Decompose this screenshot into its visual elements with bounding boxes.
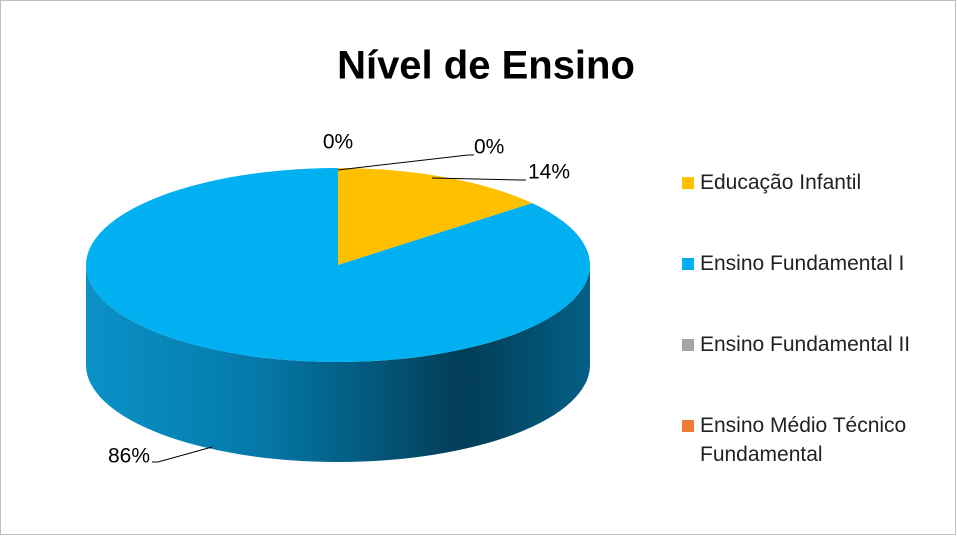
leader-line (152, 446, 213, 463)
chart-title: Nível de Ensino (337, 44, 635, 88)
legend-item: Ensino Fundamental II (682, 330, 952, 411)
legend-label: Ensino Fundamental I (700, 252, 905, 275)
pie-slice (86, 168, 591, 362)
legend-swatch (682, 258, 694, 270)
leader-line (431, 177, 526, 181)
legend-swatch (682, 420, 694, 432)
legend: Educação Infantil Ensino Fundamental I Ens… (682, 168, 952, 492)
legend-item: Educação Infantil (682, 168, 952, 249)
data-label: 0% (323, 131, 353, 154)
legend-label: Educação Infantil (700, 171, 862, 194)
pie-side (86, 265, 590, 462)
data-label: 14% (528, 161, 570, 184)
legend-swatch (682, 177, 694, 189)
legend-item: Ensino Médio Técnico Fundamental (682, 411, 952, 492)
legend-label: Ensino Médio Técnico Fundamental (700, 414, 907, 466)
legend-item: Ensino Fundamental I (682, 249, 952, 330)
pie-slice (338, 168, 533, 265)
data-label: 0% (474, 136, 504, 159)
legend-swatch (682, 339, 694, 351)
pie: 14% 86% 0% 0% (86, 131, 591, 468)
legend-label: Ensino Fundamental II (700, 333, 911, 356)
leader-line (337, 154, 474, 171)
data-label: 86% (108, 445, 150, 468)
